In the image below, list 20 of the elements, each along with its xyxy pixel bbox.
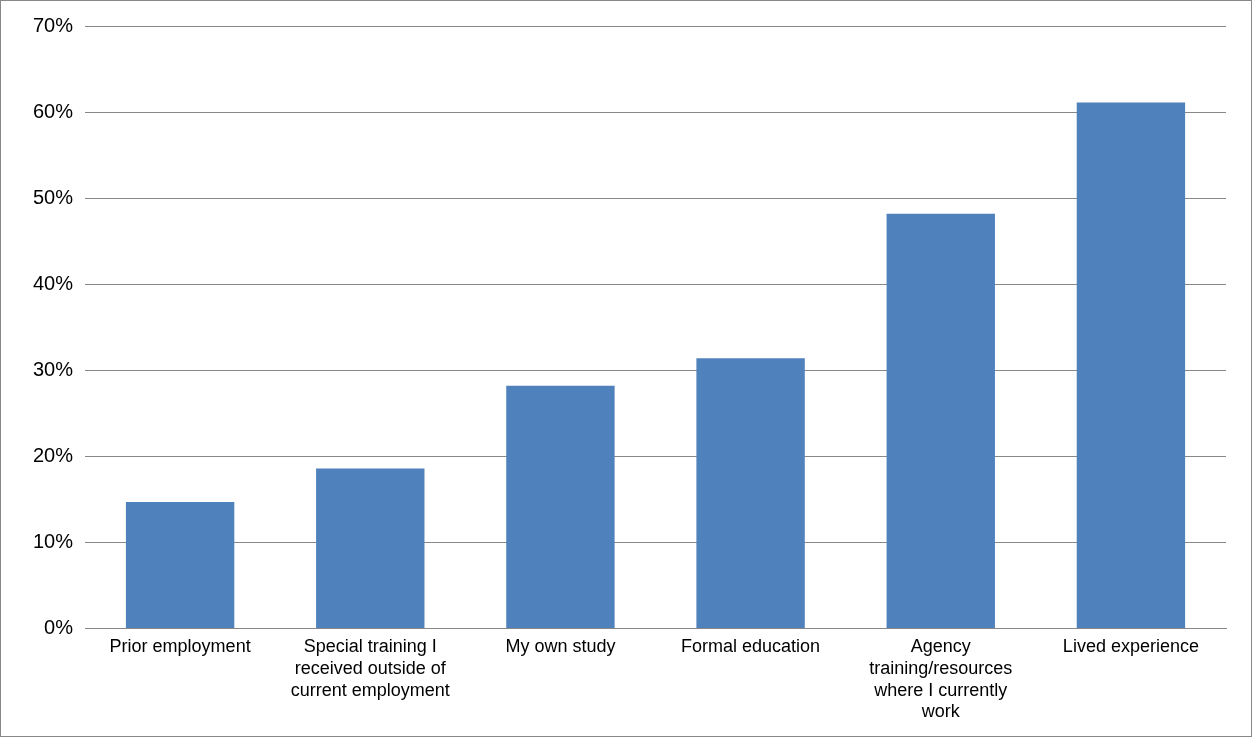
bar [886,213,995,629]
x-tick-label: Lived experience [1062,636,1199,657]
bar [1076,102,1186,629]
x-tick-label: Agency training/resources where I currently work [869,636,1013,722]
y-tick-label: 50% [33,185,74,208]
y-tick-label: 70% [33,13,74,36]
y-tick-label: 20% [33,443,74,466]
y-tick-label: 10% [33,530,74,553]
y-tick-label: 0% [44,616,74,639]
x-tick-label: Prior employment [109,636,251,657]
y-tick-label: 40% [33,271,74,294]
x-tick-label: My own study [505,636,616,657]
y-tick-label: 30% [33,357,74,380]
bar [316,468,425,629]
bar [125,502,235,629]
bar [696,358,805,629]
x-tick-label: Special training I received outside of current employment [290,636,450,700]
bar [506,385,615,629]
y-tick-label: 60% [33,99,74,122]
x-tick-label: Formal education [681,636,821,657]
